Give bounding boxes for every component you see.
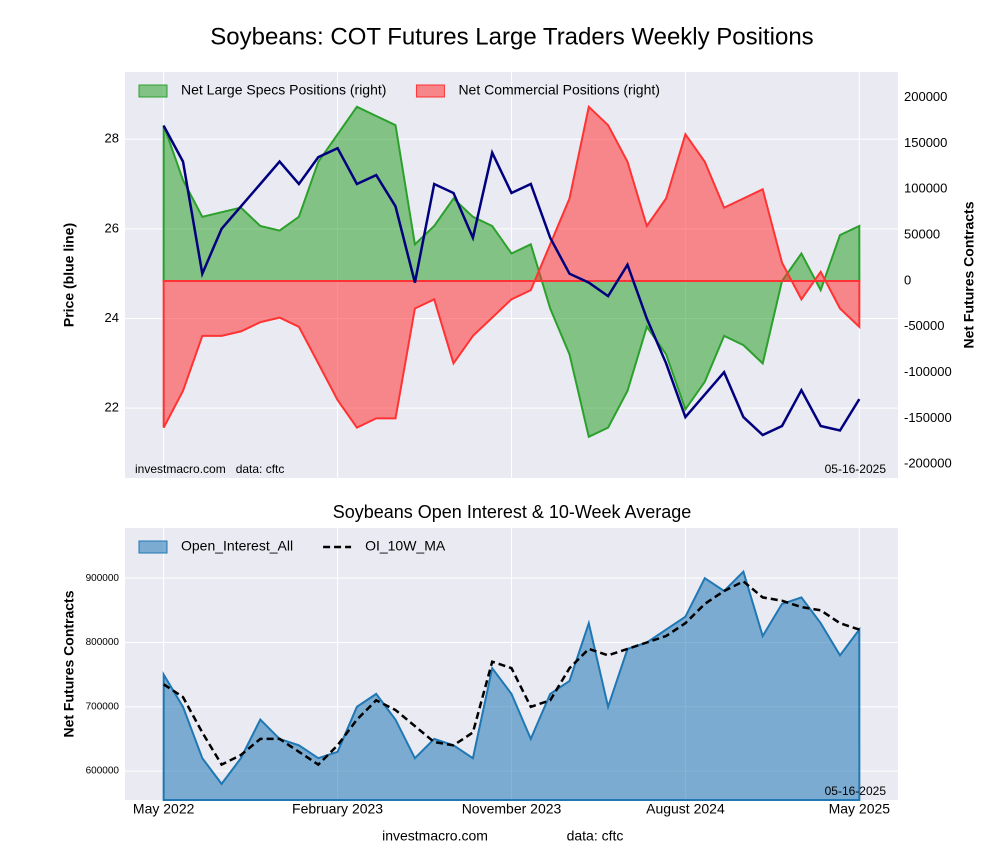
- chart-title: Soybeans: COT Futures Large Traders Week…: [210, 23, 813, 50]
- annotation: investmacro.com data: cftc: [135, 462, 284, 476]
- x-tick-label: August 2024: [646, 801, 725, 817]
- y-tick-label: 600000: [86, 766, 120, 777]
- legend-swatch: [415, 84, 445, 98]
- x-tick-label: May 2022: [133, 801, 195, 817]
- y2-tick-label: 100000: [904, 181, 947, 196]
- area: [162, 105, 861, 439]
- chart-title: Soybeans Open Interest & 10-Week Average: [333, 502, 692, 522]
- footer-site: investmacro.com: [382, 828, 488, 844]
- legend-label: Net Large Specs Positions (right): [181, 82, 386, 98]
- annotation: 05-16-2025: [825, 462, 887, 476]
- y-tick-label: 800000: [86, 637, 120, 648]
- legend-swatch: [138, 84, 168, 98]
- legend-swatch: [138, 540, 168, 554]
- y2-tick-label: -150000: [904, 410, 952, 425]
- y2-tick-label: 50000: [904, 227, 940, 242]
- footer-source: data: cftc: [567, 828, 624, 844]
- y2-tick-label: -50000: [904, 318, 944, 333]
- y-tick-label: 22: [105, 400, 119, 415]
- x-tick-label: November 2023: [462, 801, 562, 817]
- y-tick-label: 24: [105, 310, 119, 325]
- legend-label: Open_Interest_All: [181, 538, 293, 554]
- y2-tick-label: 0: [904, 272, 911, 287]
- y-tick-label: 26: [105, 220, 119, 235]
- y-axis-label: Net Futures Contracts: [61, 590, 77, 737]
- x-tick-label: May 2025: [829, 801, 891, 817]
- x-tick-label: February 2023: [292, 801, 383, 817]
- area: [162, 104, 861, 429]
- legend-label: OI_10W_MA: [365, 538, 446, 554]
- area: [162, 569, 861, 801]
- y-tick-label: 700000: [86, 701, 120, 712]
- line: [162, 125, 861, 437]
- legend-label: Net Commercial Positions (right): [458, 82, 660, 98]
- y-tick-label: 28: [105, 131, 119, 146]
- y-axis-label: Price (blue line): [61, 223, 77, 327]
- line: [163, 579, 860, 767]
- y2-tick-label: -200000: [904, 456, 952, 471]
- y2-tick-label: 200000: [904, 89, 947, 104]
- y2-tick-label: -100000: [904, 364, 952, 379]
- y2-tick-label: 150000: [904, 135, 947, 150]
- annotation: 05-16-2025: [825, 784, 887, 798]
- y2-axis-label: Net Futures Contracts: [961, 201, 977, 348]
- y-tick-label: 900000: [86, 573, 120, 584]
